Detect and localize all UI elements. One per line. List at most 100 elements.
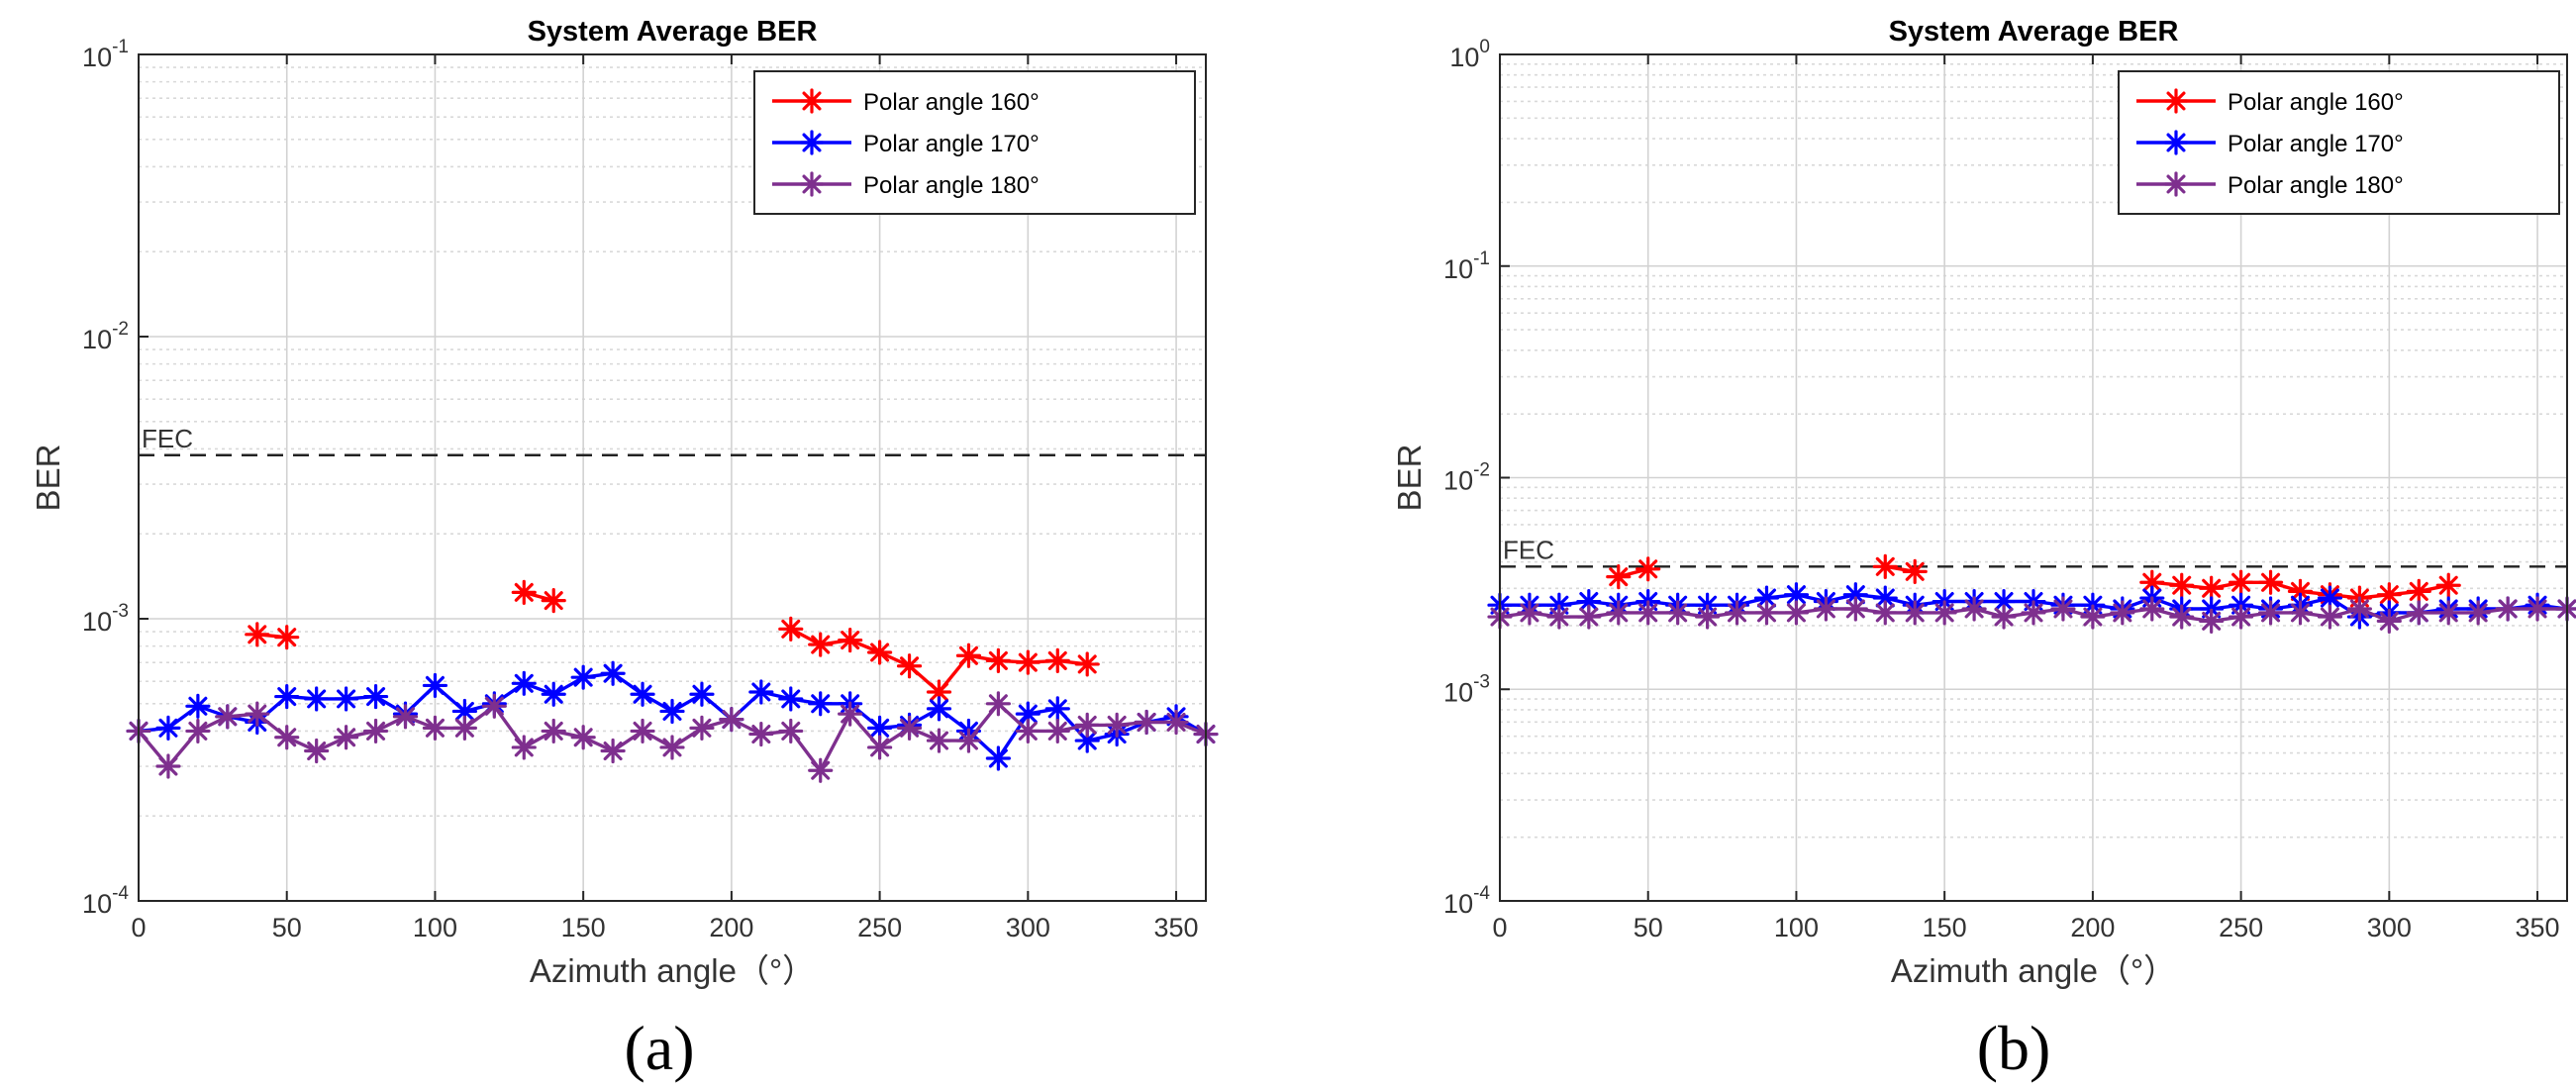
data-point (748, 679, 774, 705)
data-point (1015, 649, 1040, 675)
data-point (2376, 582, 2402, 608)
legend-marker (2163, 130, 2189, 155)
legend: Polar angle 160° Polar angle 170° Polar an… (2118, 70, 2560, 215)
y-tick-label: 10-2 (1443, 460, 1490, 496)
data-point (1991, 604, 2017, 630)
x-tick-label: 50 (1634, 913, 1663, 942)
data-point (334, 725, 359, 750)
x-tick-label: 0 (1492, 913, 1507, 942)
chart-panel-1: FEC 0 50 100 150 200 250 300 350 10-4 10-3 10-2 10-1… (30, 16, 1219, 1083)
data-point (2169, 604, 2195, 630)
chart-panel-2: FEC 0 50 100 150 200 250 300 350 10-4 10-3 10-2 10-1… (1391, 16, 2576, 1083)
data-point (955, 643, 982, 668)
y-axis-label: BER (1391, 445, 1428, 512)
data-point (926, 696, 952, 722)
series-3 (126, 691, 1219, 783)
data-point (422, 715, 448, 741)
data-point (2139, 596, 2165, 622)
data-point (2406, 578, 2431, 605)
data-point (334, 686, 359, 712)
data-point (896, 653, 923, 679)
data-point (1753, 600, 1780, 626)
data-point (2080, 604, 2106, 630)
data-point (1724, 600, 1750, 626)
data-point (659, 698, 685, 725)
data-point (2346, 596, 2372, 622)
legend-marker (2163, 171, 2189, 197)
data-point (808, 632, 834, 657)
data-point (451, 715, 477, 741)
x-tick-label: 200 (2070, 913, 2115, 942)
chart-title: System Average BER (528, 16, 818, 48)
axes-box (138, 53, 1207, 902)
x-tick-label: 100 (413, 913, 457, 942)
data-point (808, 757, 834, 783)
data-point (600, 660, 626, 686)
data-point (1991, 588, 2017, 615)
data-point (1576, 604, 1602, 630)
data-point (1015, 701, 1040, 727)
legend-label: Polar angle 160° (2228, 89, 2404, 116)
data-point (2139, 569, 2165, 595)
legend-label: Polar angle 180° (863, 172, 1040, 199)
y-tick-label: 10-3 (82, 601, 129, 637)
legend-label: Polar angle 180° (2228, 172, 2404, 199)
data-point (2376, 608, 2402, 634)
x-tick-label: 250 (857, 913, 902, 942)
data-point (2229, 569, 2254, 595)
data-point (304, 738, 330, 764)
data-point (1606, 600, 1632, 626)
data-point (1872, 553, 1898, 579)
y-tick-label: 10-4 (1443, 883, 1490, 919)
data-point (392, 704, 419, 730)
x-tick-label: 250 (2219, 913, 2263, 942)
data-point (600, 738, 626, 764)
data-point (630, 718, 655, 744)
legend-marker (799, 171, 825, 197)
x-tick-label: 300 (2367, 913, 2412, 942)
data-point (1932, 600, 1957, 626)
data-point (630, 681, 655, 707)
data-point (1044, 647, 1070, 673)
data-point (2435, 600, 2461, 626)
data-point (2110, 600, 2135, 626)
x-tick-label: 300 (1006, 913, 1050, 942)
data-point (1606, 564, 1632, 590)
y-tick-label: 10-1 (1443, 248, 1490, 284)
data-point (1872, 600, 1898, 626)
data-point (245, 622, 270, 647)
data-point (511, 579, 537, 605)
data-point (451, 698, 477, 725)
legend-label: Polar angle 170° (863, 131, 1040, 157)
y-axis-label: BER (30, 445, 66, 512)
data-point (926, 728, 952, 753)
data-point (2465, 600, 2491, 626)
y-tick-label: 100 (1449, 37, 1490, 72)
data-point (1163, 709, 1189, 736)
data-point (1635, 600, 1661, 626)
data-point (1576, 588, 1602, 615)
data-point (985, 691, 1011, 717)
data-point (362, 683, 389, 710)
x-tick-label: 100 (1774, 913, 1819, 942)
data-point (1044, 718, 1070, 744)
data-point (867, 640, 893, 665)
x-tick-label: 0 (131, 913, 146, 942)
data-point (1842, 596, 1868, 622)
data-point (1695, 604, 1721, 630)
data-point (1015, 718, 1040, 744)
data-point (511, 670, 537, 696)
data-point (2050, 596, 2076, 622)
data-point (422, 672, 448, 699)
data-point (570, 725, 596, 750)
data-point (2406, 600, 2431, 626)
data-point (155, 715, 181, 741)
legend-label: Polar angle 160° (863, 89, 1040, 116)
data-point (778, 686, 804, 712)
data-point (2199, 575, 2225, 601)
data-point (1134, 709, 1159, 736)
series-3 (1487, 596, 2576, 634)
data-point (867, 715, 893, 741)
data-point (570, 664, 596, 690)
data-point (1872, 585, 1898, 611)
